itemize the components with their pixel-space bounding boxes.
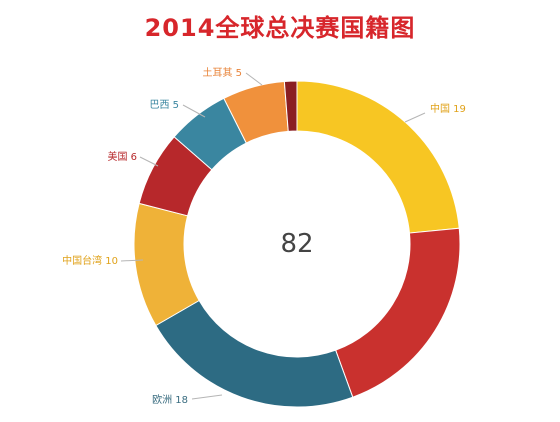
chart-title: 2014全球总决赛国籍图	[144, 14, 416, 42]
leader-line-3	[120, 259, 144, 262]
leader-lines	[120, 72, 426, 400]
slice-label-3: 中国台湾 10	[62, 254, 118, 267]
slice-label-2: 欧洲 18	[152, 394, 188, 406]
slice-7	[283, 80, 298, 132]
leader-line-5	[182, 104, 206, 118]
center-total: 82	[280, 229, 313, 259]
leader-line-2	[191, 394, 223, 400]
slice-1	[335, 227, 461, 398]
slice-label-6: 土耳其 5	[202, 66, 242, 79]
leader-line-4	[139, 156, 159, 167]
slice-label-5: 巴西 5	[149, 99, 179, 111]
leader-line-6	[245, 72, 263, 86]
slice-2	[155, 299, 354, 408]
slices-layer	[133, 80, 461, 408]
leader-line-0	[404, 112, 426, 123]
slice-labels: 中国 19 欧洲 18 中国台湾 10 美国 6 巴西 5 土耳其 5	[62, 66, 466, 406]
slice-label-0: 中国 19	[430, 102, 466, 115]
slice-label-4: 美国 6	[107, 150, 137, 163]
